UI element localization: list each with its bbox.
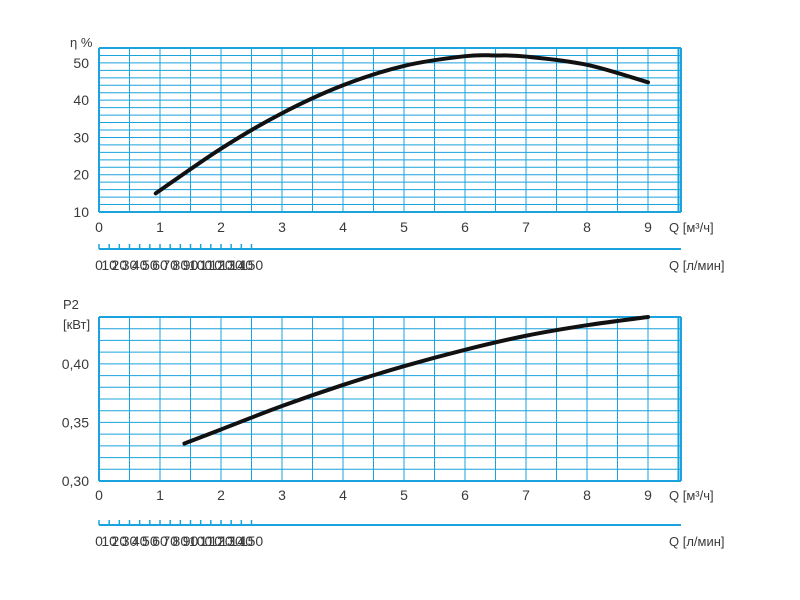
x-tick-label: 8 [583, 219, 591, 235]
x-tick-label: 9 [644, 219, 652, 235]
secondary-axis-label: Q [л/мин] [669, 534, 725, 549]
secondary-axis-label: Q [л/мин] [669, 258, 725, 273]
y-axis-label: η % [70, 35, 93, 50]
x-tick-label: 7 [522, 219, 530, 235]
x-tick-label: 2 [217, 219, 225, 235]
secondary-tick-label: 150 [240, 533, 264, 549]
y-tick-label: 0,40 [62, 356, 89, 372]
x-tick-label: 4 [339, 487, 347, 503]
secondary-tick-label: 30 [122, 257, 138, 273]
secondary-tick-label: 100 [189, 257, 213, 273]
y-tick-label: 0,35 [62, 414, 89, 430]
secondary-tick-label: 90 [183, 533, 199, 549]
x-tick-label: 6 [461, 487, 469, 503]
x-axis-label: Q [м³/ч] [669, 488, 714, 503]
secondary-tick-label: 120 [209, 257, 233, 273]
secondary-tick-label: 50 [142, 533, 158, 549]
y-axis-label: [кВт] [63, 317, 90, 332]
secondary-tick-label: 130 [219, 257, 243, 273]
secondary-tick-label: 100 [189, 533, 213, 549]
secondary-tick-label: 10 [101, 533, 117, 549]
x-tick-label: 9 [644, 487, 652, 503]
secondary-tick-label: 0 [95, 257, 103, 273]
secondary-tick-label: 140 [230, 257, 254, 273]
secondary-tick-label: 130 [219, 533, 243, 549]
x-tick-label: 1 [156, 487, 164, 503]
secondary-tick-label: 50 [142, 257, 158, 273]
secondary-tick-label: 0 [95, 533, 103, 549]
secondary-tick-label: 110 [200, 533, 223, 549]
secondary-tick-label: 140 [230, 533, 254, 549]
x-tick-label: 5 [400, 219, 408, 235]
x-tick-label: 2 [217, 487, 225, 503]
secondary-tick-label: 80 [173, 533, 189, 549]
y-tick-label: 20 [73, 167, 89, 183]
secondary-tick-label: 40 [132, 533, 148, 549]
x-tick-label: 8 [583, 487, 591, 503]
secondary-tick-label: 150 [240, 257, 264, 273]
x-tick-label: 1 [156, 219, 164, 235]
secondary-tick-label: 30 [122, 533, 138, 549]
secondary-tick-label: 20 [112, 533, 128, 549]
secondary-tick-label: 120 [209, 533, 233, 549]
x-tick-label: 6 [461, 219, 469, 235]
y-tick-label: 10 [73, 204, 89, 220]
x-tick-label: 4 [339, 219, 347, 235]
secondary-tick-label: 70 [162, 533, 178, 549]
secondary-tick-label: 90 [183, 257, 199, 273]
secondary-tick-label: 110 [200, 257, 223, 273]
secondary-tick-label: 20 [112, 257, 128, 273]
x-tick-label: 0 [95, 219, 103, 235]
secondary-tick-label: 60 [152, 257, 168, 273]
x-tick-label: 3 [278, 487, 286, 503]
x-tick-label: 0 [95, 487, 103, 503]
power-curve [182, 315, 650, 446]
x-tick-label: 7 [522, 487, 530, 503]
y-tick-label: 40 [73, 92, 89, 108]
secondary-tick-label: 40 [132, 257, 148, 273]
secondary-tick-label: 80 [173, 257, 189, 273]
x-axis-label: Q [м³/ч] [669, 220, 714, 235]
x-tick-label: 3 [278, 219, 286, 235]
efficiency-curve [153, 53, 650, 196]
secondary-tick-label: 70 [162, 257, 178, 273]
secondary-tick-label: 60 [152, 533, 168, 549]
y-tick-label: 30 [73, 129, 89, 145]
secondary-tick-label: 10 [101, 257, 117, 273]
x-tick-label: 5 [400, 487, 408, 503]
y-axis-label: P2 [63, 297, 79, 312]
y-tick-label: 50 [73, 55, 89, 71]
y-tick-label: 0,30 [62, 473, 89, 489]
